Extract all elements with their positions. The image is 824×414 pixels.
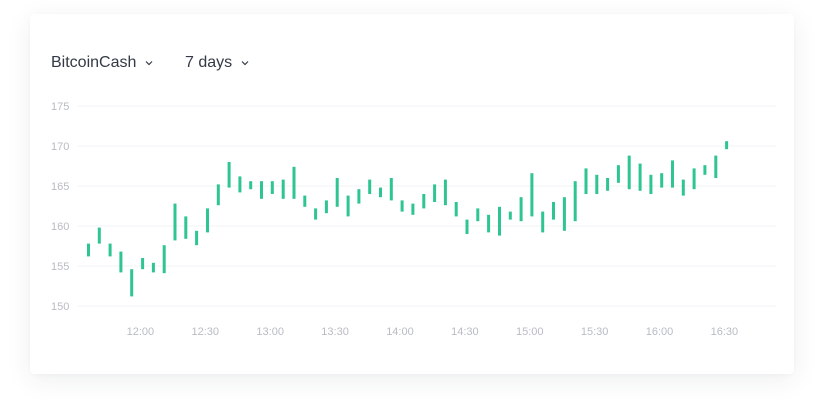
price-bar[interactable] bbox=[617, 165, 620, 183]
x-tick-label: 15:30 bbox=[581, 326, 609, 338]
y-tick-label: 170 bbox=[51, 141, 69, 153]
price-bar[interactable] bbox=[498, 207, 501, 236]
x-tick-label: 15:00 bbox=[516, 326, 544, 338]
x-tick-label: 12:00 bbox=[127, 326, 155, 338]
price-bar[interactable] bbox=[530, 173, 533, 216]
price-chart: 150 155 160 165 170 175 12:00 12:30 13:00 13:30 1… bbox=[30, 14, 794, 374]
price-bar[interactable] bbox=[260, 181, 263, 199]
price-bar[interactable] bbox=[476, 208, 479, 221]
price-bar[interactable] bbox=[314, 208, 317, 219]
price-bar[interactable] bbox=[357, 189, 360, 203]
price-bar[interactable] bbox=[411, 204, 414, 215]
price-bar[interactable] bbox=[163, 245, 166, 273]
price-bar[interactable] bbox=[703, 165, 706, 175]
price-bar[interactable] bbox=[174, 204, 177, 241]
y-tick-label: 150 bbox=[51, 301, 69, 313]
price-bar[interactable] bbox=[390, 178, 393, 200]
price-bar[interactable] bbox=[444, 180, 447, 206]
price-bar[interactable] bbox=[379, 188, 382, 198]
y-tick-label: 175 bbox=[51, 101, 69, 113]
price-bar[interactable] bbox=[184, 216, 187, 238]
chart-card: BitcoinCash 7 days 150 155 160 165 170 175 12… bbox=[30, 14, 794, 374]
price-bar[interactable] bbox=[563, 197, 566, 231]
y-tick-label: 155 bbox=[51, 261, 69, 273]
x-tick-label: 13:00 bbox=[256, 326, 284, 338]
price-bar[interactable] bbox=[433, 184, 436, 202]
price-bar[interactable] bbox=[487, 215, 490, 233]
price-bar[interactable] bbox=[98, 228, 101, 244]
y-tick-label: 160 bbox=[51, 221, 69, 233]
x-tick-label: 14:30 bbox=[451, 326, 479, 338]
x-tick-label: 13:30 bbox=[321, 326, 349, 338]
price-bar[interactable] bbox=[509, 212, 512, 220]
price-bar[interactable] bbox=[606, 178, 609, 191]
price-bar[interactable] bbox=[541, 212, 544, 233]
price-bar[interactable] bbox=[714, 156, 717, 178]
price-bar[interactable] bbox=[87, 244, 90, 257]
price-bar[interactable] bbox=[660, 173, 663, 187]
price-bar[interactable] bbox=[671, 160, 674, 187]
price-bar[interactable] bbox=[206, 208, 209, 232]
price-bar[interactable] bbox=[466, 220, 469, 234]
price-bar[interactable] bbox=[639, 164, 642, 191]
price-bar[interactable] bbox=[347, 196, 350, 217]
price-bar[interactable] bbox=[336, 178, 339, 207]
y-tick-label: 165 bbox=[51, 181, 69, 193]
price-bar[interactable] bbox=[628, 156, 631, 190]
price-bar[interactable] bbox=[325, 200, 328, 213]
price-bar[interactable] bbox=[282, 180, 285, 199]
price-bar[interactable] bbox=[455, 202, 458, 216]
price-bar[interactable] bbox=[303, 196, 306, 207]
price-bar[interactable] bbox=[574, 181, 577, 221]
price-bar[interactable] bbox=[238, 176, 241, 192]
price-bar[interactable] bbox=[520, 197, 523, 221]
x-tick-label: 16:00 bbox=[646, 326, 674, 338]
price-bar[interactable] bbox=[130, 269, 133, 296]
price-bar[interactable] bbox=[368, 180, 371, 194]
price-bar[interactable] bbox=[682, 180, 685, 196]
price-bar[interactable] bbox=[401, 200, 404, 211]
price-bar[interactable] bbox=[217, 184, 220, 205]
price-bar[interactable] bbox=[585, 168, 588, 194]
price-bar[interactable] bbox=[152, 263, 155, 273]
price-bar[interactable] bbox=[141, 258, 144, 269]
price-bar[interactable] bbox=[228, 162, 231, 188]
price-bar[interactable] bbox=[109, 244, 112, 257]
price-bar[interactable] bbox=[195, 231, 198, 245]
price-bar[interactable] bbox=[293, 167, 296, 199]
price-bar[interactable] bbox=[119, 252, 122, 273]
price-bar[interactable] bbox=[595, 175, 598, 194]
price-bar[interactable] bbox=[271, 181, 274, 194]
price-bar[interactable] bbox=[725, 141, 728, 149]
price-bar[interactable] bbox=[422, 194, 425, 208]
x-tick-label: 14:00 bbox=[386, 326, 414, 338]
price-bar[interactable] bbox=[649, 175, 652, 194]
price-bar[interactable] bbox=[552, 202, 555, 220]
x-tick-label: 16:30 bbox=[711, 326, 739, 338]
price-bar[interactable] bbox=[693, 168, 696, 189]
price-bar[interactable] bbox=[249, 181, 252, 189]
x-tick-label: 12:30 bbox=[192, 326, 220, 338]
